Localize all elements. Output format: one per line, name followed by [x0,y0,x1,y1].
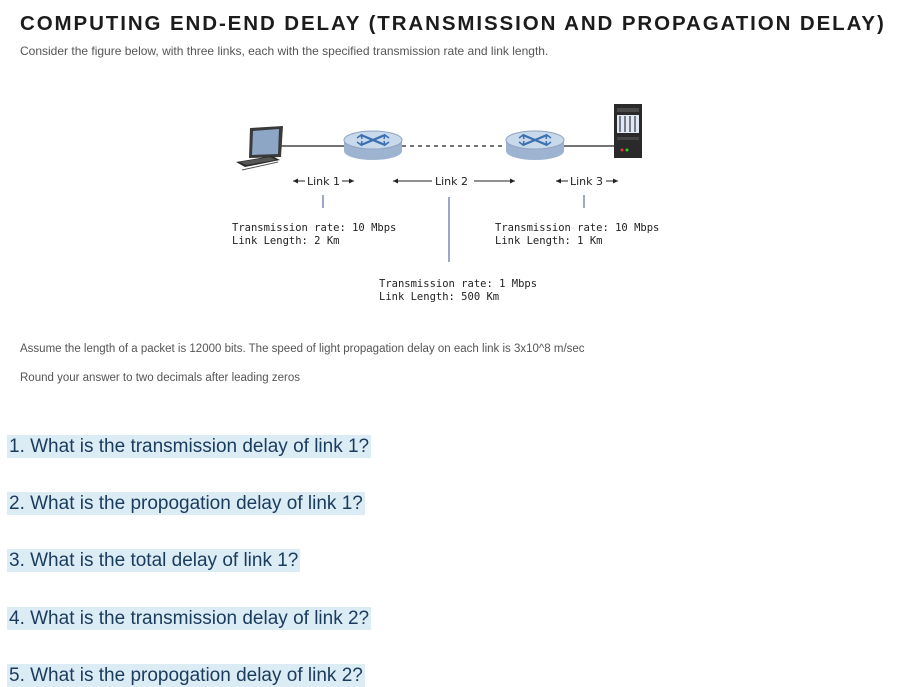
link-1-rate: Transmission rate: 10 Mbps [232,222,396,234]
question-3: 3. What is the total delay of link 1? [7,549,301,572]
question-1: 1. What is the transmission delay of lin… [7,435,372,458]
router-icon [343,130,403,160]
router-icon [505,130,565,160]
link-2-label-group: Link 2 [393,175,515,188]
assumption-text: Assume the length of a packet is 12000 b… [20,343,585,355]
link-3-rate: Transmission rate: 10 Mbps [495,222,659,234]
link-2-rate: Transmission rate: 1 Mbps [379,278,537,290]
intro-text: Consider the figure below, with three li… [20,44,549,58]
link-2-label: Link 2 [435,175,468,188]
network-diagram: Link 1 Link 2 Link 3 Transmission rate: … [232,104,659,303]
link-2-length: Link Length: 500 Km [379,291,499,303]
laptop-icon [236,126,283,171]
link-3-length: Link Length: 1 Km [495,235,602,247]
rounding-text: Round your answer to two decimals after … [20,372,300,384]
question-2: 2. What is the propogation delay of link… [7,492,365,515]
link-3-label-group: Link 3 [556,175,618,188]
question-4: 4. What is the transmission delay of lin… [7,607,372,630]
link-3-label: Link 3 [570,175,603,188]
server-icon [614,104,642,158]
link-1-label: Link 1 [307,175,340,188]
link-1-length: Link Length: 2 Km [232,235,339,247]
question-5: 5. What is the propogation delay of link… [7,664,365,687]
page-title: COMPUTING END-END DELAY (TRANSMISSION AN… [20,12,886,35]
link-1-label-group: Link 1 [293,175,354,188]
